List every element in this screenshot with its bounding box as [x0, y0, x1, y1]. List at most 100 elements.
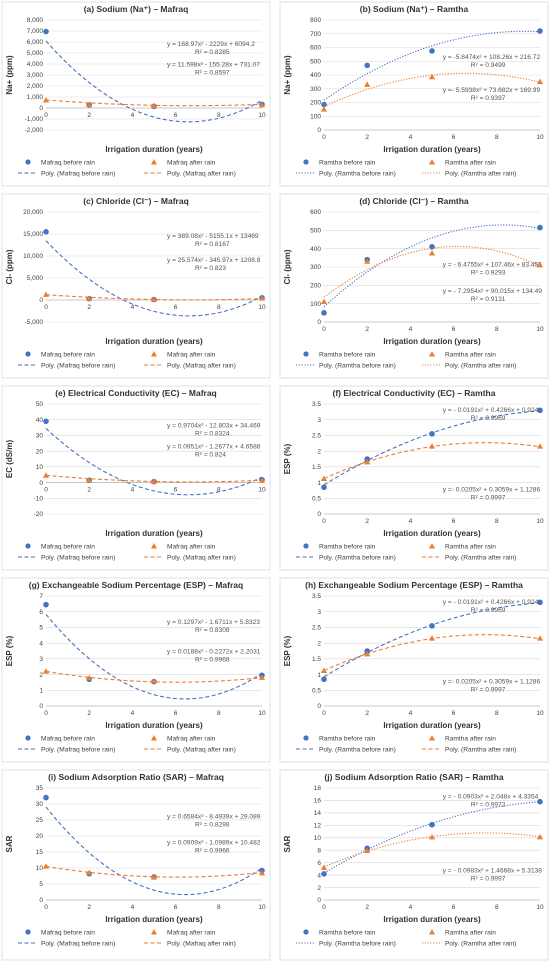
legend-label: Poly. (Mafraq before rain) [41, 171, 115, 178]
x-tick-label: 6 [452, 710, 456, 717]
data-point [43, 28, 49, 35]
x-tick-label: 6 [452, 518, 456, 525]
y-tick-label: 5,000 [27, 50, 44, 57]
legend-marker [429, 543, 435, 549]
x-tick-label: 8 [495, 326, 499, 333]
y-tick-label: 0 [39, 480, 43, 487]
legend-marker [303, 351, 309, 357]
legend-marker [151, 543, 157, 549]
data-point [86, 295, 93, 301]
y-tick-label: 100 [310, 301, 321, 308]
y-axis-label: SAR [283, 835, 292, 852]
data-point [258, 674, 266, 680]
x-tick-label: 10 [536, 904, 544, 911]
data-point [321, 484, 327, 491]
legend-marker [25, 735, 31, 741]
data-point [320, 298, 328, 305]
x-tick-label: 0 [44, 304, 48, 311]
trend-r-squared: R² = 0.8324 [195, 431, 230, 438]
x-tick-label: 2 [365, 904, 369, 911]
data-point [429, 821, 435, 828]
legend-label: Poly. (Ramtha before rain) [319, 555, 396, 562]
legend-label: Mafraq after rain [167, 160, 216, 167]
chart-title: (j) Sodium Adsorption Ratio (SAR) – Ramt… [324, 772, 503, 782]
chart-frame [1, 769, 271, 961]
trend-r-squared: R² = 0.9966 [195, 847, 230, 854]
trend-r-squared: R² = 0.9293 [471, 269, 506, 276]
x-tick-label: 10 [258, 710, 266, 717]
legend-label: Ramtha before rain [319, 160, 376, 167]
legend-label: Mafraq before rain [41, 736, 95, 743]
data-point [364, 650, 371, 657]
data-point [43, 601, 49, 608]
legend-label: Poly. (Ramtha after rain) [445, 555, 516, 562]
trend-line-0 [45, 428, 263, 496]
y-tick-label: 8,000 [27, 17, 44, 24]
chart-title: (e) Electrical Conductivity (EC) – Mafra… [55, 388, 217, 398]
chart-title: (d) Chloride (Cl⁻) – Ramtha [359, 196, 469, 206]
data-point [536, 833, 544, 840]
y-tick-label: 3.5 [312, 593, 321, 600]
x-tick-label: 0 [322, 518, 326, 525]
x-tick-label: 10 [258, 112, 266, 119]
trend-equation: y = 0.0188x² - 0.2272x + 2.2031 [167, 649, 261, 656]
y-tick-label: 6,000 [27, 39, 44, 46]
chart-frame [1, 1, 271, 187]
y-tick-label: 0 [39, 897, 43, 904]
y-tick-label: 4 [39, 640, 43, 647]
y-tick-label: 0 [317, 897, 321, 904]
chart-panel-9: (j) Sodium Adsorption Ratio (SAR) – Ramt… [278, 768, 550, 962]
x-tick-label: 4 [409, 518, 413, 525]
y-tick-label: 100 [310, 113, 321, 120]
trend-line-0 [45, 40, 263, 123]
x-tick-label: 2 [365, 518, 369, 525]
trend-r-squared: R² = 0.9968 [195, 657, 230, 664]
y-tick-label: 1,000 [27, 94, 44, 101]
x-tick-label: 10 [536, 326, 544, 333]
legend-label: Mafraq before rain [41, 544, 95, 551]
y-tick-label: 1 [317, 672, 321, 679]
data-point [321, 101, 327, 108]
y-axis-label: ESP (%) [5, 635, 14, 666]
x-tick-label: 6 [174, 304, 178, 311]
chart-frame [279, 385, 549, 571]
x-tick-label: 6 [174, 710, 178, 717]
legend-label: Poly. (Mafraq after rain) [167, 363, 236, 370]
y-tick-label: 30 [36, 801, 44, 808]
y-tick-label: 0.5 [312, 687, 321, 694]
data-point [537, 599, 543, 606]
y-tick-label: 18 [314, 785, 322, 792]
y-tick-label: 500 [310, 228, 321, 235]
legend-label: Mafraq before rain [41, 352, 95, 359]
y-tick-label: 0 [317, 127, 321, 134]
legend-label: Poly. (Ramtha after rain) [445, 363, 516, 370]
y-tick-label: 40 [36, 417, 44, 424]
x-tick-label: 0 [322, 326, 326, 333]
chart-svg-8: (i) Sodium Adsorption Ratio (SAR) – Mafr… [1, 769, 271, 961]
trend-r-squared: R² = 0.9969 [471, 415, 506, 422]
trend-r-squared: R² = 0.823 [195, 265, 226, 272]
chart-panel-2: (c) Chloride (Cl⁻) – Mafraq 20,000 15,000 1… [0, 192, 272, 380]
legend-label: Poly. (Ramtha before rain) [319, 941, 396, 948]
legend-label: Mafraq after rain [167, 352, 216, 359]
y-tick-label: 5 [39, 881, 43, 888]
y-tick-label: 35 [36, 785, 44, 792]
legend-label: Poly. (Ramtha before rain) [319, 363, 396, 370]
data-point [150, 874, 158, 880]
x-tick-label: 0 [322, 710, 326, 717]
data-point [364, 458, 371, 465]
y-tick-label: 6 [317, 860, 321, 867]
legend-marker [151, 351, 157, 357]
x-tick-label: 10 [258, 487, 266, 494]
y-tick-label: 1.5 [312, 656, 321, 663]
x-tick-label: 2 [87, 304, 91, 311]
x-tick-label: 2 [87, 487, 91, 494]
trend-r-squared: R² = 0.8167 [195, 241, 230, 248]
data-point [537, 798, 543, 805]
data-point [258, 869, 266, 876]
y-tick-label: 2 [317, 448, 321, 455]
x-tick-label: 6 [452, 904, 456, 911]
legend-label: Ramtha after rain [445, 930, 496, 937]
x-tick-label: 4 [131, 487, 135, 494]
x-axis-label: Irrigation duration (years) [105, 721, 203, 730]
